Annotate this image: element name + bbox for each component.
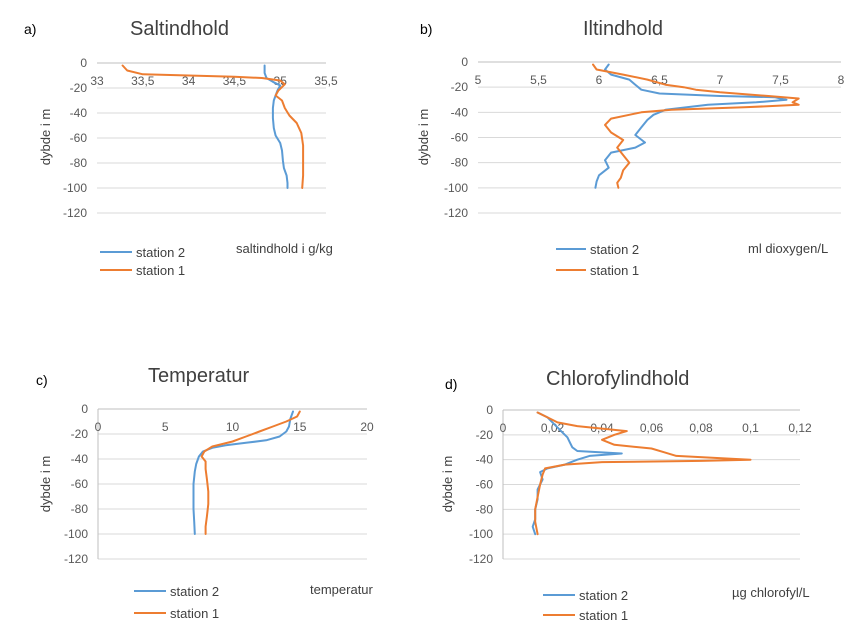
series-line-station-1 — [200, 410, 301, 535]
y-tick-label: -100 — [63, 181, 87, 195]
legend: station 2 station 1 — [543, 588, 628, 623]
x-axis-label: µg chlorofyl/L — [732, 585, 810, 600]
tick-layer: 0 -20 -40 -60 -80 -100 -120 0 5 10 15 20 — [64, 402, 374, 566]
y-tick-label: -60 — [451, 131, 469, 145]
y-tick-label: -100 — [444, 181, 468, 195]
x-tick-label: 33,5 — [131, 74, 155, 88]
y-axis-label: dybde i m — [440, 456, 455, 512]
y-tick-label: 0 — [80, 56, 87, 70]
y-tick-label: -40 — [476, 453, 494, 467]
chart-title: Iltindhold — [583, 18, 663, 40]
x-tick-label: 0,1 — [742, 421, 759, 435]
chart-title: Saltindhold — [130, 18, 229, 40]
x-tick-label: 33 — [90, 74, 104, 88]
chart-title: Chlorofylindhold — [546, 368, 689, 390]
y-tick-label: -80 — [476, 502, 494, 516]
series-layer — [531, 411, 752, 536]
x-tick-label: 0,06 — [640, 421, 664, 435]
series-layer — [121, 64, 305, 189]
panel-letter: c) — [36, 372, 48, 388]
chart-panel-c: c) Temperatur dybde i m temperatur 0 -20 -… — [36, 365, 374, 621]
y-tick-label: -40 — [71, 452, 89, 466]
x-tick-label: 5,5 — [530, 73, 547, 87]
x-tick-label: 0 — [500, 421, 507, 435]
x-tick-label: 15 — [293, 420, 307, 434]
y-tick-label: -60 — [70, 131, 88, 145]
grid-layer — [478, 61, 841, 214]
y-tick-label: -100 — [469, 527, 493, 541]
legend-label-station-1: station 1 — [590, 263, 639, 278]
series-line-station-1 — [534, 411, 752, 536]
x-tick-label: 0,08 — [689, 421, 713, 435]
x-tick-label: 7,5 — [772, 73, 789, 87]
y-tick-label: -120 — [444, 206, 468, 220]
panel-letter: a) — [24, 21, 36, 37]
grid-layer — [97, 408, 367, 560]
x-tick-label: 20 — [360, 420, 374, 434]
y-axis-label: dybde i m — [38, 109, 53, 165]
x-tick-label: 0,02 — [541, 421, 565, 435]
y-tick-label: 0 — [486, 403, 493, 417]
x-tick-label: 0 — [95, 420, 102, 434]
y-tick-label: -40 — [70, 106, 88, 120]
y-tick-label: -20 — [71, 427, 89, 441]
y-tick-label: -40 — [451, 105, 469, 119]
y-tick-label: -80 — [70, 156, 88, 170]
series-layer — [592, 63, 800, 189]
grid-layer — [97, 62, 326, 214]
y-tick-label: -20 — [476, 428, 494, 442]
legend-label-station-2: station 2 — [170, 584, 219, 599]
x-tick-label: 10 — [226, 420, 240, 434]
x-tick-label: 35,5 — [314, 74, 338, 88]
legend: station 2 station 1 — [556, 242, 639, 278]
chart-panel-a: a) Saltindhold dybde i m saltindhold i g… — [24, 18, 338, 278]
chart-panel-b: b) Iltindhold dybde i m ml dioxygen/L 0 -… — [416, 18, 845, 278]
series-layer — [192, 410, 301, 535]
series-line-station-1 — [592, 63, 800, 189]
y-tick-label: -80 — [451, 156, 469, 170]
legend-label-station-2: station 2 — [579, 588, 628, 603]
panel-letter: d) — [445, 376, 457, 392]
y-tick-label: -100 — [64, 527, 88, 541]
y-tick-label: 0 — [461, 55, 468, 69]
series-line-station-2 — [192, 410, 294, 535]
y-tick-label: -80 — [71, 502, 89, 516]
x-tick-label: 8 — [838, 73, 845, 87]
grid-layer — [502, 409, 800, 560]
y-tick-label: -20 — [451, 80, 469, 94]
y-tick-label: -60 — [71, 477, 89, 491]
chart-title: Temperatur — [148, 365, 249, 387]
x-tick-label: 7 — [717, 73, 724, 87]
series-line-station-1 — [121, 64, 305, 189]
y-tick-label: 0 — [81, 402, 88, 416]
y-tick-label: -120 — [64, 552, 88, 566]
legend-label-station-1: station 1 — [136, 263, 185, 278]
x-axis-label: ml dioxygen/L — [748, 241, 828, 256]
legend-label-station-2: station 2 — [590, 242, 639, 257]
chart-panel-d: d) Chlorofylindhold dybde i m µg chlorof… — [440, 368, 812, 623]
legend-label-station-1: station 1 — [170, 606, 219, 621]
y-axis-label: dybde i m — [416, 109, 431, 165]
legend-label-station-1: station 1 — [579, 608, 628, 623]
y-tick-label: -60 — [476, 478, 494, 492]
legend-label-station-2: station 2 — [136, 245, 185, 260]
x-axis-label: temperatur — [310, 582, 374, 597]
y-tick-label: -120 — [469, 552, 493, 566]
x-tick-label: 5 — [162, 420, 169, 434]
y-tick-label: -120 — [63, 206, 87, 220]
series-line-station-2 — [263, 64, 289, 189]
panel-letter: b) — [420, 21, 432, 37]
y-axis-label: dybde i m — [38, 456, 53, 512]
legend: station 2 station 1 — [134, 584, 219, 621]
y-tick-label: -20 — [70, 81, 88, 95]
x-axis-label: saltindhold i g/kg — [236, 241, 333, 256]
x-tick-label: 5 — [475, 73, 482, 87]
x-tick-label: 34 — [182, 74, 196, 88]
x-tick-label: 6 — [596, 73, 603, 87]
x-tick-label: 0,12 — [788, 421, 812, 435]
legend: station 2 station 1 — [100, 245, 185, 278]
